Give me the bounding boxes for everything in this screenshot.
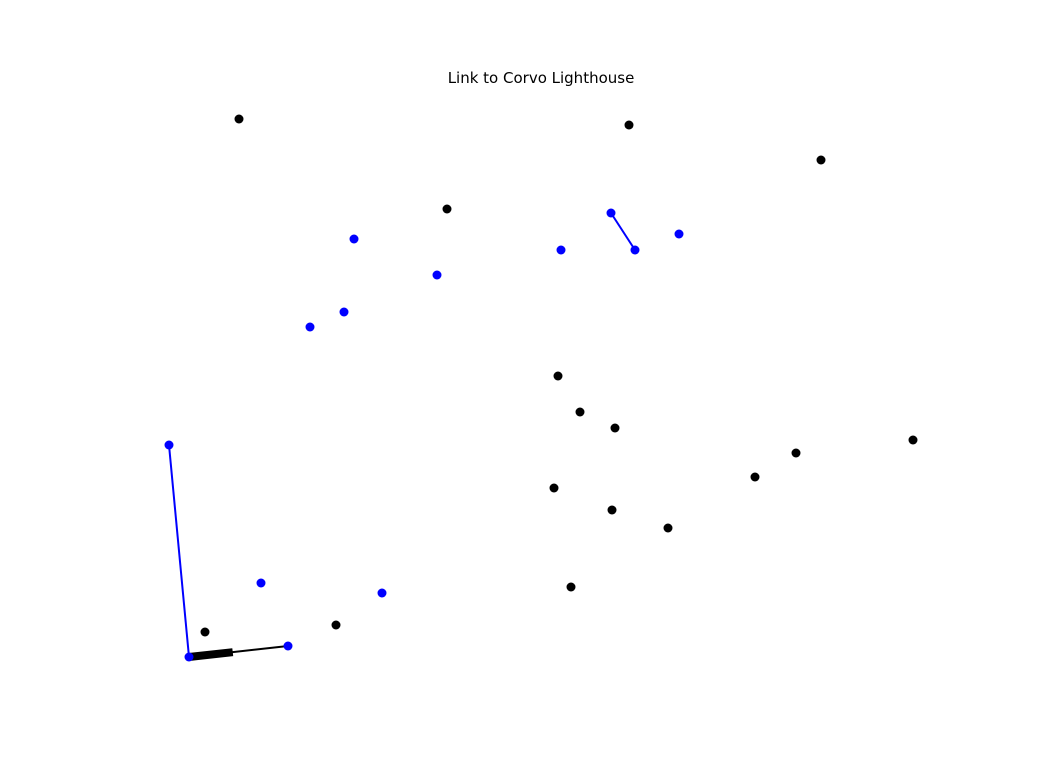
node-n27: [200, 627, 210, 637]
node-n14: [575, 407, 585, 417]
node-n9: [630, 245, 640, 255]
node-n29: [184, 652, 194, 662]
node-n2: [624, 120, 634, 130]
node-n3: [816, 155, 826, 165]
node-n4: [442, 204, 452, 214]
edges-layer: [168, 212, 636, 661]
node-n5: [606, 208, 616, 218]
node-n23: [256, 578, 266, 588]
edge-arrow-head: [189, 648, 234, 661]
node-n11: [339, 307, 349, 317]
node-n24: [566, 582, 576, 592]
node-n15: [610, 423, 620, 433]
node-n17: [164, 440, 174, 450]
node-n12: [305, 322, 315, 332]
node-n6: [674, 229, 684, 239]
node-n10: [432, 270, 442, 280]
edge-n5-n9: [610, 212, 636, 251]
edge-n29-n28: [188, 645, 289, 661]
node-n8: [556, 245, 566, 255]
node-n1: [234, 114, 244, 124]
node-n13: [553, 371, 563, 381]
edge-n17-n29: [168, 444, 190, 658]
node-n28: [283, 641, 293, 651]
node-n21: [607, 505, 617, 515]
nodes-layer: [164, 114, 918, 662]
chart-title: Link to Corvo Lighthouse: [447, 69, 635, 87]
node-n7: [349, 234, 359, 244]
node-n20: [549, 483, 559, 493]
edge-line: [610, 212, 636, 251]
edge-line: [168, 444, 190, 658]
node-n16: [908, 435, 918, 445]
node-n18: [791, 448, 801, 458]
node-n25: [377, 588, 387, 598]
node-n19: [750, 472, 760, 482]
node-n26: [331, 620, 341, 630]
node-n22: [663, 523, 673, 533]
